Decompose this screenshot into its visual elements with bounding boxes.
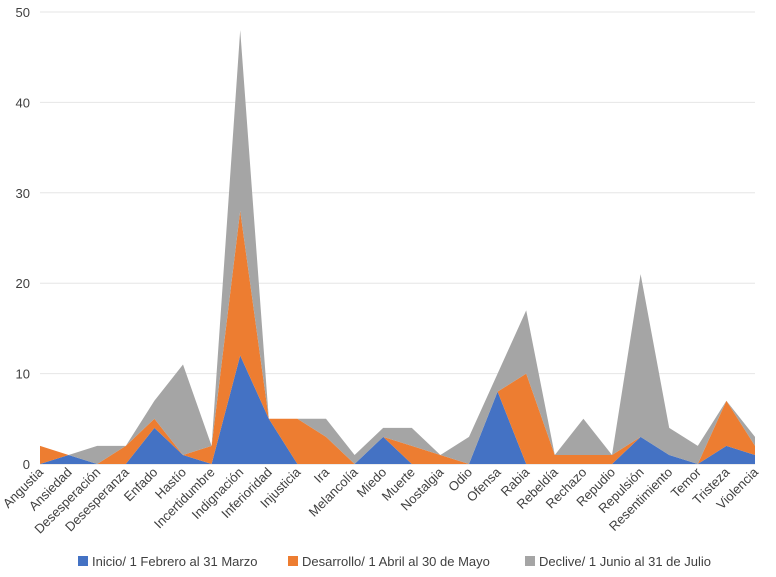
x-tick-label: Ira	[311, 464, 333, 486]
y-tick-label: 30	[16, 186, 30, 201]
y-tick-label: 40	[16, 95, 30, 110]
y-tick-label: 0	[23, 457, 30, 472]
area-series-3	[40, 30, 755, 465]
legend-swatch-2	[288, 556, 298, 566]
legend-swatch-1	[78, 556, 88, 566]
legend-label-2: Desarrollo/ 1 Abril al 30 de Mayo	[302, 554, 490, 569]
area-series-2	[40, 210, 755, 464]
y-tick-label: 10	[16, 367, 30, 382]
y-tick-label: 50	[16, 5, 30, 20]
y-tick-label: 20	[16, 276, 30, 291]
legend-label-3: Declive/ 1 Junio al 31 de Julio	[539, 554, 711, 569]
legend-swatch-3	[525, 556, 535, 566]
legend-label-1: Inicio/ 1 Febrero al 31 Marzo	[92, 554, 257, 569]
